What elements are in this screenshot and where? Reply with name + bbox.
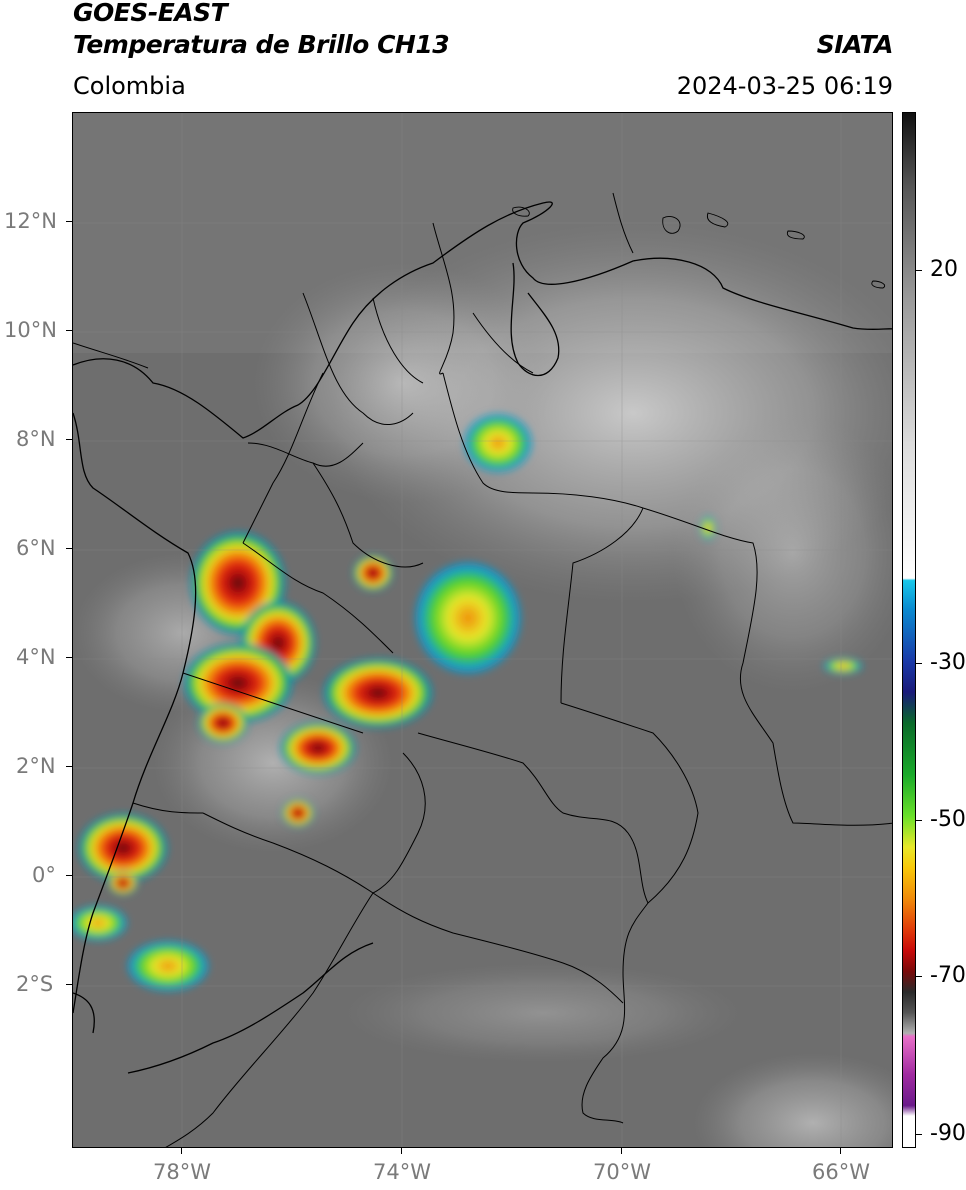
storm-cell: [463, 413, 533, 473]
lat-tick: [66, 875, 72, 876]
convective-systems: [73, 413, 863, 992]
lon-tick: [401, 1148, 402, 1154]
lat-label: 2°S: [16, 972, 54, 996]
colorbar-label: -90: [930, 1121, 966, 1146]
lat-tick: [66, 439, 72, 440]
lat-tick: [66, 657, 72, 658]
storm-cell: [323, 658, 433, 728]
lon-tick: [621, 1148, 622, 1154]
islands: [512, 206, 886, 289]
storm-cell: [126, 940, 210, 992]
satellite-title: GOES-EAST: [73, 0, 228, 27]
colorbar-label: 20: [930, 257, 958, 282]
storm-cell: [108, 871, 138, 895]
lat-tick: [66, 548, 72, 549]
lat-tick: [66, 330, 72, 331]
lat-label: 0°: [32, 863, 56, 887]
lon-tick: [181, 1148, 182, 1154]
colorbar-tick: [916, 270, 922, 271]
product-title: Temperatura de Brillo CH13: [73, 30, 450, 59]
amazon-haze: [343, 963, 743, 1063]
lat-tick: [66, 984, 72, 985]
lat-label: 2°N: [16, 754, 56, 778]
lon-label: 66°W: [812, 1160, 870, 1184]
lat-label: 6°N: [16, 536, 56, 560]
lon-label: 74°W: [373, 1160, 431, 1184]
lat-label: 12°N: [4, 209, 57, 233]
region-name: Colombia: [73, 72, 186, 100]
colorbar-label: -70: [930, 963, 966, 988]
satellite-map[interactable]: [72, 112, 893, 1148]
colorbar-tick: [916, 820, 922, 821]
storm-cell: [280, 722, 356, 774]
storm-cell: [353, 555, 393, 591]
lat-tick: [66, 221, 72, 222]
storm-cell: [700, 516, 716, 540]
lon-label: 70°W: [593, 1160, 651, 1184]
lat-label: 8°N: [16, 427, 56, 451]
storm-cell: [823, 658, 863, 674]
lon-label: 78°W: [153, 1160, 211, 1184]
amazon-cloud-south: [693, 1053, 892, 1147]
agency-name: SIATA: [816, 30, 894, 59]
temperature-colorbar: [902, 112, 916, 1148]
colorbar-label: -30: [930, 650, 966, 675]
colorbar-tick: [916, 976, 922, 977]
storm-cell: [198, 703, 248, 743]
brightness-temperature-image: [73, 113, 892, 1147]
image-datetime: 2024-03-25 06:19: [676, 72, 893, 100]
colorbar-tick: [916, 1134, 922, 1135]
graticule: [73, 113, 892, 1147]
storm-cell: [73, 905, 128, 941]
lat-tick: [66, 766, 72, 767]
storm-cell: [282, 799, 314, 827]
colorbar-tick: [916, 663, 922, 664]
storm-cell: [78, 813, 168, 883]
storm-cell: [183, 643, 293, 723]
country-borders: [73, 192, 892, 1147]
colorbar-label: -50: [930, 807, 966, 832]
storm-cell: [413, 560, 523, 676]
lat-label: 4°N: [16, 645, 56, 669]
cirrus-band-east: [673, 413, 892, 693]
lat-label: 10°N: [4, 318, 57, 342]
lon-tick: [840, 1148, 841, 1154]
